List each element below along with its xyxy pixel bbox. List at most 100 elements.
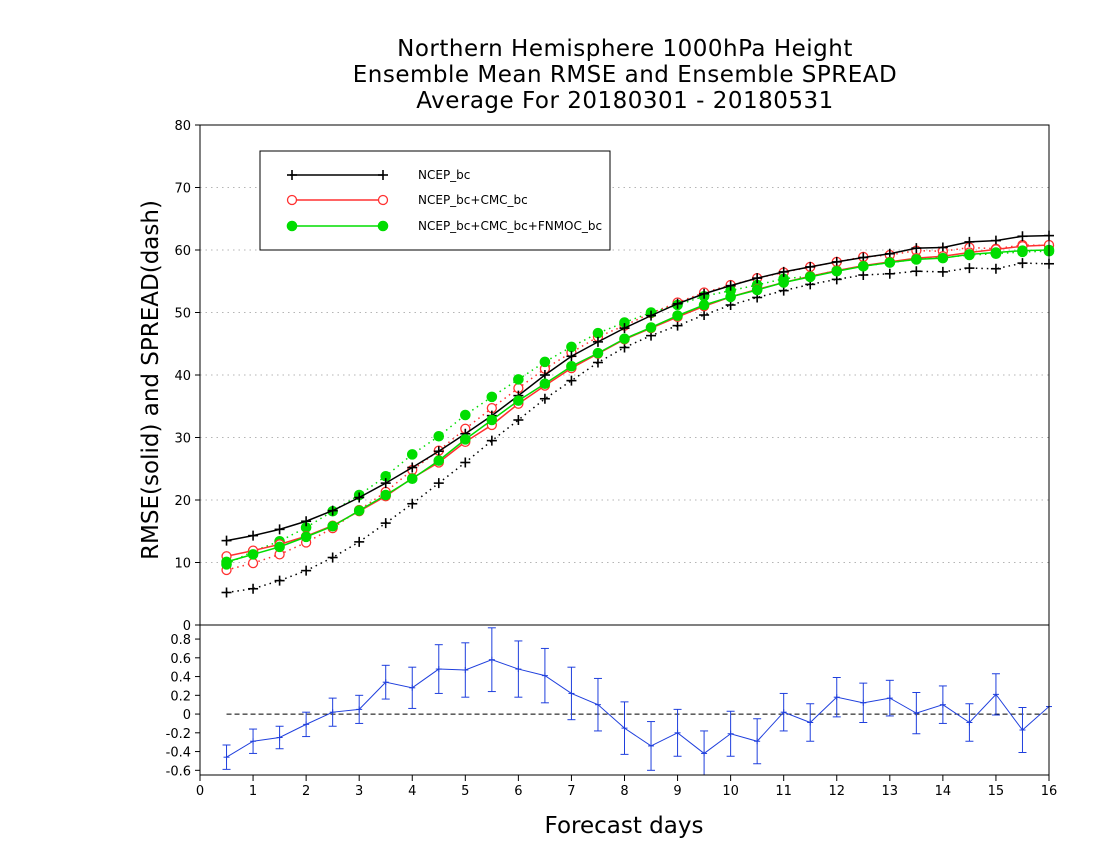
x-tick-label: 13 [882, 784, 899, 799]
rmse-point-series-0 [1017, 231, 1028, 242]
x-tick-label: 8 [620, 784, 628, 799]
rmse-point-series-0 [539, 370, 550, 380]
rmse-point-series-2 [406, 473, 418, 485]
rmse-point-series-2 [937, 252, 949, 264]
rmse-point-series-2 [592, 347, 604, 359]
rmse-point-series-0 [327, 505, 338, 516]
spread-point-series-0 [911, 266, 922, 277]
x-tick-label: 7 [567, 784, 575, 799]
rmse-point-series-2 [751, 284, 763, 296]
legend-marker-1 [286, 194, 298, 206]
difference-point [966, 719, 973, 726]
upper-y-axis: 10 20 30 40 50 60 70 80 [174, 119, 200, 626]
x-tick-label: 11 [775, 784, 792, 799]
rmse-point-series-0 [805, 261, 816, 272]
spread-point-series-2 [433, 430, 445, 442]
rmse-point-series-2 [513, 395, 524, 406]
difference-point [992, 691, 999, 698]
spread-point-series-0 [380, 518, 391, 529]
spread-point-series-2 [539, 356, 551, 368]
spread-line-series-0 [226, 262, 1050, 594]
spread-point-series-0 [699, 310, 710, 320]
difference-point [303, 721, 310, 728]
difference-point [807, 719, 814, 726]
upper-y-tick-label: 0 [183, 619, 191, 634]
rmse-point-series-2 [327, 520, 338, 532]
difference-point [621, 725, 628, 732]
lower-y-tick-label: 0.6 [170, 652, 191, 667]
rmse-line-series-1 [226, 244, 1050, 557]
spread-point-series-2 [406, 449, 418, 460]
difference-point [250, 738, 257, 745]
lower-series-layer [222, 627, 1052, 775]
rmse-point-series-2 [884, 257, 896, 268]
rmse-point-series-2 [645, 322, 657, 333]
rmse-point-series-2 [831, 265, 843, 277]
difference-point [886, 695, 893, 702]
rmse-point-series-2 [857, 260, 869, 272]
difference-point [515, 666, 522, 673]
upper-y-tick-label: 30 [174, 432, 191, 447]
rmse-point-series-0 [964, 236, 975, 247]
rmse-point-series-2 [698, 299, 710, 311]
lower-y-tick-label: 0.8 [170, 633, 191, 648]
upper-y-tick-label: 10 [174, 557, 191, 572]
spread-point-series-0 [354, 536, 365, 547]
spread-point-series-0 [460, 457, 471, 468]
rmse-point-series-0 [248, 530, 259, 541]
difference-point [648, 742, 655, 749]
difference-point [462, 667, 469, 673]
difference-point [409, 684, 416, 691]
legend-label-1: NCEP_bc+CMC_bc [418, 193, 528, 207]
rmse-point-series-2 [353, 505, 365, 516]
spread-point-series-0 [433, 478, 444, 489]
x-axis: 0 1 2 3 4 5 6 7 8 9 10 11 12 13 14 15 16 [196, 775, 1057, 799]
difference-point [356, 706, 363, 713]
spread-point-series-2 [486, 391, 498, 403]
upper-y-tick-label: 70 [174, 182, 191, 197]
spread-point-series-0 [964, 263, 975, 274]
x-tick-label: 6 [514, 784, 522, 799]
lower-y-axis: -0.6-0.4-0.200.20.40.60.80 [166, 619, 200, 779]
lower-y-tick-label: 0.2 [170, 689, 191, 704]
upper-y-tick-label: 50 [174, 307, 191, 322]
spread-point-series-2 [592, 327, 604, 339]
difference-point [488, 656, 495, 663]
x-tick-label: 10 [722, 784, 739, 799]
rmse-point-series-2 [433, 455, 445, 466]
rmse-point-series-2 [964, 249, 975, 260]
difference-line [226, 659, 1050, 758]
spread-point-series-2 [513, 374, 524, 385]
spread-point-series-0 [248, 583, 259, 594]
rmse-point-series-0 [592, 336, 603, 347]
spread-point-series-2 [460, 409, 471, 421]
spread-point-series-0 [407, 498, 418, 509]
rmse-point-series-0 [566, 351, 577, 362]
difference-point [701, 750, 708, 757]
rmse-point-series-0 [990, 235, 1001, 246]
rmse-point-series-2 [247, 549, 259, 560]
rmse-point-series-0 [221, 535, 232, 546]
lower-y-tick-label: 0.4 [170, 671, 191, 686]
rmse-point-series-0 [274, 524, 285, 535]
rmse-point-series-2 [725, 291, 736, 303]
chart-title-line-2: Ensemble Mean RMSE and Ensemble SPREAD [352, 62, 898, 88]
x-tick-label: 2 [302, 784, 310, 799]
rmse-point-series-0 [672, 298, 683, 309]
rmse-point-series-0 [646, 310, 657, 321]
difference-point [754, 738, 761, 745]
legend-marker-0 [287, 170, 297, 180]
spread-point-series-1 [247, 557, 259, 569]
rmse-point-series-2 [274, 541, 285, 553]
rmse-point-series-0 [725, 280, 736, 291]
rmse-point-series-2 [672, 310, 683, 321]
spread-point-series-0 [858, 270, 869, 280]
legend-label-0: NCEP_bc [418, 168, 470, 182]
rmse-point-series-0 [407, 462, 418, 473]
spread-point-series-0 [274, 575, 285, 586]
upper-y-tick-label: 80 [174, 119, 191, 134]
rmse-point-series-2 [300, 531, 312, 543]
rmse-point-series-0 [831, 256, 842, 267]
legend-marker-1 [377, 194, 389, 206]
